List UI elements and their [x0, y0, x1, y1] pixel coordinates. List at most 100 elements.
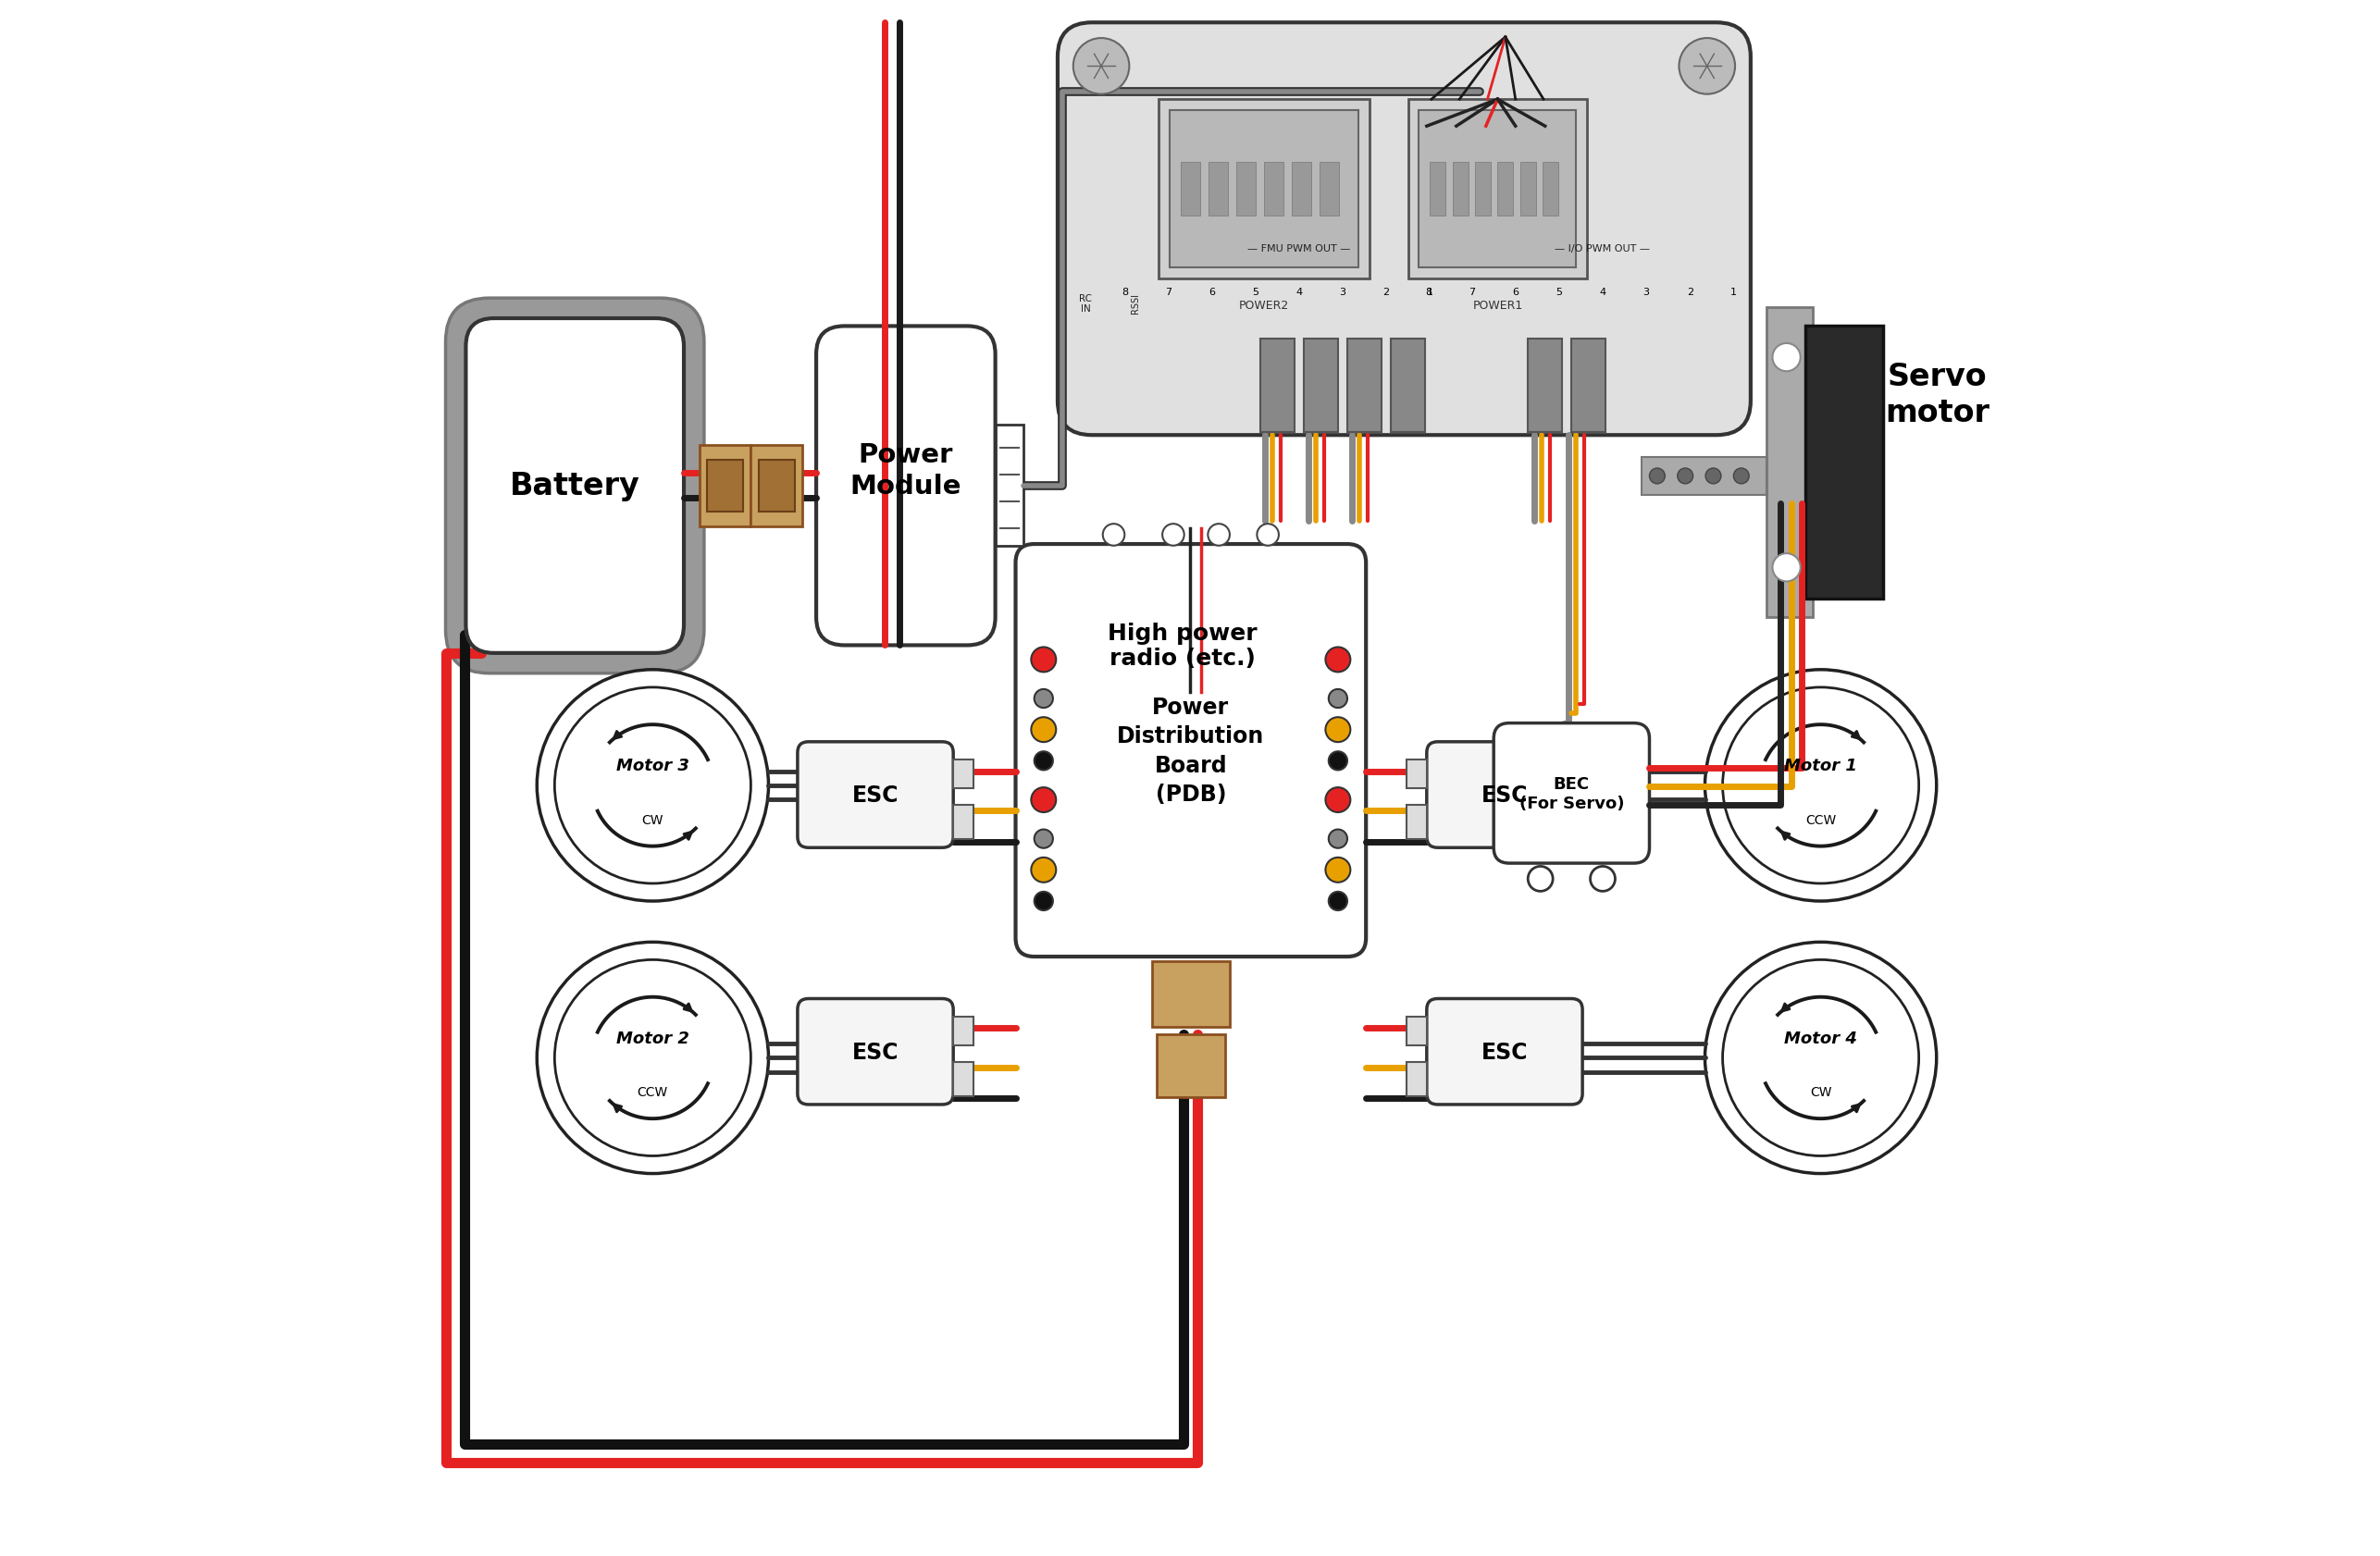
- Text: 8: 8: [1121, 288, 1128, 297]
- FancyBboxPatch shape: [1426, 742, 1583, 848]
- Circle shape: [1328, 752, 1347, 770]
- Bar: [1264, 163, 1283, 216]
- Bar: [1180, 163, 1200, 216]
- Bar: [1528, 339, 1561, 433]
- Text: 4: 4: [1295, 288, 1302, 297]
- Circle shape: [1031, 717, 1057, 742]
- Circle shape: [1209, 524, 1230, 546]
- Text: CW: CW: [1809, 1086, 1833, 1099]
- Text: 6: 6: [1511, 288, 1518, 297]
- Text: POWER1: POWER1: [1473, 299, 1523, 311]
- Circle shape: [1073, 39, 1128, 95]
- Text: RSSI: RSSI: [1130, 293, 1140, 314]
- Text: 5: 5: [1557, 288, 1561, 297]
- Circle shape: [1773, 344, 1802, 372]
- Text: ESC: ESC: [1480, 784, 1528, 806]
- Circle shape: [1649, 468, 1666, 484]
- Circle shape: [1328, 689, 1347, 708]
- FancyBboxPatch shape: [797, 742, 954, 848]
- Circle shape: [1035, 752, 1052, 770]
- FancyBboxPatch shape: [1057, 23, 1752, 436]
- Bar: [1304, 339, 1338, 433]
- Circle shape: [555, 688, 750, 884]
- Bar: [1319, 163, 1340, 216]
- Bar: [700, 447, 750, 527]
- Text: Motor 1: Motor 1: [1785, 758, 1856, 773]
- Text: CW: CW: [643, 814, 664, 826]
- Text: Motor 4: Motor 4: [1785, 1030, 1856, 1046]
- Circle shape: [1161, 524, 1185, 546]
- Bar: [1766, 308, 1814, 618]
- Bar: [750, 447, 802, 527]
- Text: 1: 1: [1426, 288, 1433, 297]
- Bar: [1159, 100, 1368, 279]
- Text: High power
radio (etc.): High power radio (etc.): [1107, 622, 1257, 669]
- Circle shape: [1723, 960, 1918, 1156]
- Circle shape: [1678, 468, 1692, 484]
- Text: POWER2: POWER2: [1240, 299, 1290, 311]
- Bar: [954, 806, 973, 840]
- Text: CCW: CCW: [638, 1086, 669, 1099]
- Circle shape: [1035, 689, 1052, 708]
- Text: 1: 1: [1730, 288, 1737, 297]
- Circle shape: [538, 943, 769, 1173]
- FancyBboxPatch shape: [797, 999, 954, 1105]
- FancyBboxPatch shape: [1016, 545, 1366, 957]
- Text: 4: 4: [1599, 288, 1606, 297]
- Text: — FMU PWM OUT —: — FMU PWM OUT —: [1247, 244, 1349, 254]
- Circle shape: [1031, 647, 1057, 672]
- Bar: [1407, 759, 1426, 789]
- Circle shape: [1102, 524, 1126, 546]
- Text: ESC: ESC: [852, 784, 900, 806]
- Circle shape: [1326, 647, 1349, 672]
- Text: 2: 2: [1383, 288, 1390, 297]
- Text: Servo
motor: Servo motor: [1885, 363, 1990, 428]
- Bar: [1209, 163, 1228, 216]
- Text: 7: 7: [1468, 288, 1476, 297]
- Bar: [1418, 110, 1576, 268]
- FancyBboxPatch shape: [445, 299, 704, 674]
- Text: — I/O PWM OUT —: — I/O PWM OUT —: [1554, 244, 1649, 254]
- Circle shape: [1257, 524, 1278, 546]
- Bar: [954, 1016, 973, 1046]
- Text: 2: 2: [1687, 288, 1692, 297]
- Bar: [1407, 1063, 1426, 1097]
- Bar: [1407, 806, 1426, 840]
- Circle shape: [1706, 468, 1721, 484]
- Circle shape: [538, 671, 769, 901]
- Circle shape: [1031, 787, 1057, 812]
- FancyBboxPatch shape: [1495, 724, 1649, 864]
- FancyBboxPatch shape: [466, 319, 683, 654]
- Bar: [1259, 339, 1295, 433]
- Text: 5: 5: [1252, 288, 1259, 297]
- Circle shape: [1528, 867, 1552, 892]
- Bar: [995, 426, 1023, 546]
- Circle shape: [1326, 787, 1349, 812]
- Bar: [1157, 1035, 1226, 1097]
- Text: 3: 3: [1340, 288, 1345, 297]
- Text: 7: 7: [1164, 288, 1171, 297]
- Text: 8: 8: [1426, 288, 1433, 297]
- Bar: [1497, 163, 1514, 216]
- Circle shape: [1704, 671, 1937, 901]
- Bar: [707, 461, 743, 512]
- Text: BEC
(For Servo): BEC (For Servo): [1518, 775, 1623, 812]
- Text: ESC: ESC: [1480, 1041, 1528, 1063]
- Circle shape: [1723, 688, 1918, 884]
- Bar: [1169, 110, 1359, 268]
- Bar: [1235, 163, 1257, 216]
- Bar: [1347, 339, 1380, 433]
- Bar: [1407, 1016, 1426, 1046]
- Bar: [1452, 163, 1468, 216]
- Circle shape: [1031, 857, 1057, 882]
- Bar: [759, 461, 795, 512]
- Circle shape: [1326, 717, 1349, 742]
- Bar: [1152, 962, 1230, 1027]
- Circle shape: [1773, 554, 1802, 582]
- Text: Motor 3: Motor 3: [616, 758, 690, 773]
- Text: ESC: ESC: [852, 1041, 900, 1063]
- Bar: [1476, 163, 1490, 216]
- Circle shape: [1678, 39, 1735, 95]
- Text: Power
Distribution
Board
(PDB): Power Distribution Board (PDB): [1116, 696, 1264, 806]
- Circle shape: [1035, 892, 1052, 910]
